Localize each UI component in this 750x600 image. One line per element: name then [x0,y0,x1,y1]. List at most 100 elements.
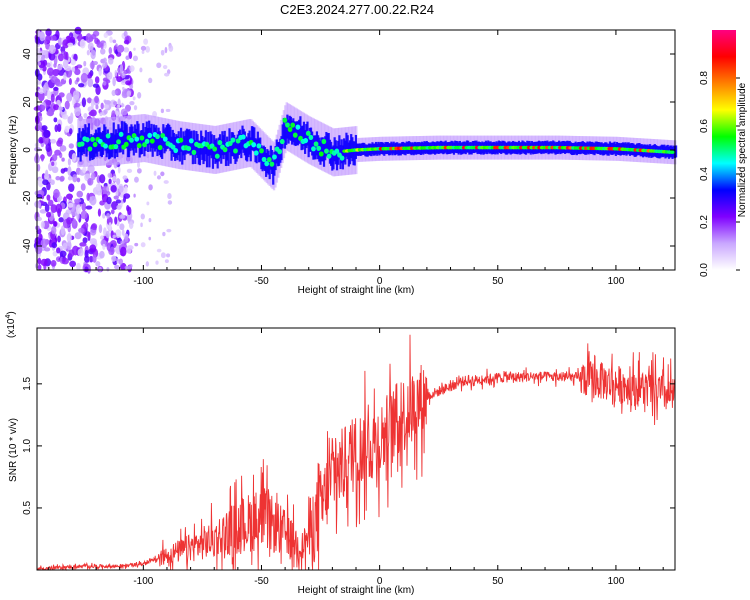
spectrogram-noise-mark [119,63,124,74]
spectrogram-noise-mark [70,112,74,122]
spectrogram-band-mark [94,129,98,154]
spectrogram-band-mark [104,126,107,151]
spectrogram-noise-mark [95,104,99,110]
spectrogram-noise-mark [82,166,87,174]
spectrogram-noise-mark [67,202,74,208]
spectrogram-band-mark [292,118,295,143]
spectrogram-core-mark [251,142,257,148]
spectrogram-core-mark [230,137,236,143]
spectrogram-band-mark [202,140,205,165]
spectrogram-noise-mark [168,44,174,52]
spectrogram-noise-mark [85,33,92,43]
spectrogram-noise-mark [113,264,120,270]
spectrogram-band-mark [182,131,185,156]
spectrogram-band-mark [252,126,255,151]
spectrogram-noise-mark [61,257,69,265]
spectrogram-core-mark [669,150,675,155]
spectrogram-band-mark [125,124,128,149]
spectrogram-core-mark [188,138,194,144]
spectrogram-noise-mark [99,112,103,117]
spectrogram-noise-mark [45,169,49,178]
spectrogram-band-mark [221,131,224,156]
spectrogram-noise-mark [116,204,122,210]
spectrogram-noise-mark [115,229,122,238]
colorbar-tick-label-0: 0.0 [699,263,710,277]
spectrogram-noise-mark [71,152,77,162]
spectrogram-band-mark [103,124,106,149]
spectrogram-core-mark [116,139,121,145]
spectrogram-band-mark [311,131,314,156]
spectrogram-band-mark [187,129,190,154]
spectrogram-core-mark [129,137,134,143]
spectrogram-noise-mark [124,185,128,194]
spectrogram-noise-mark [41,125,48,131]
spectrogram-core-mark [318,151,324,157]
spectrogram-noise-mark [116,104,121,109]
spectrogram-noise-mark [133,105,138,111]
spectrogram-ylabel: Frequency (Hz) [8,116,19,185]
spectrogram-band-mark [338,135,341,160]
figure-title: C2E3.2024.277.00.22.R24 [280,2,434,17]
spectrogram-core-mark [305,130,311,136]
spectrogram-band-mark [253,127,256,152]
spectrogram-band-mark [240,134,243,159]
spectrogram-band-mark [350,134,353,159]
spectrogram-noise-mark [55,81,63,87]
spectrogram-noise-mark [115,43,118,48]
spectrogram-band-mark [205,143,209,168]
spectrogram-core-mark [269,161,275,167]
spectrogram-noise-mark [87,77,94,88]
spectrogram-noise-mark [47,199,54,207]
spectrogram-noise-mark [102,243,106,250]
spectrogram-noise-mark [64,100,70,110]
spectrogram-band-mark [260,145,263,170]
spectrogram-band-mark [347,142,350,167]
spectrogram-noise-mark [105,230,110,239]
spectrogram-noise-mark [106,267,110,272]
spectrogram-ticks: -100 -50 0 50 100 -40 -20 0 20 40 [22,30,675,287]
spectrogram-noise-mark [129,101,135,106]
spectrogram-noise-mark [148,77,153,84]
spectrogram-core-mark [134,136,140,142]
spectrogram-noise-mark [46,194,51,201]
spectrogram-noise-mark [112,176,117,182]
spectrogram-band-mark [331,146,334,171]
spectrogram-noise-mark [55,175,61,181]
spectrogram-noise-mark [78,83,85,88]
spectrogram-core-mark [290,122,296,128]
spectrogram-noise-mark [50,75,58,84]
spectrogram-band-mark [228,128,231,153]
spectrogram-band-mark [83,129,86,154]
spectrogram-noise-mark [51,154,58,162]
spectrogram-core-mark [303,137,309,144]
spectrogram-noise-mark [111,89,116,97]
spectrogram-band-mark [139,130,142,155]
spectrogram-noise-mark [47,178,53,183]
spectrogram-xlabel: Height of straight line (km) [298,285,415,296]
spectrogram-noise-mark [164,72,170,77]
spectrogram-noise-mark [148,217,152,223]
spectrogram-noise-mark [140,213,145,220]
spectrogram-noise-mark [140,242,146,248]
snr-xtick-label-4: 100 [608,576,625,587]
spectrogram-noise-mark [108,72,113,77]
spectrogram-band-mark [283,124,287,149]
spectrogram-band-mark [218,134,222,159]
spectrogram-noise-mark [67,158,71,166]
spectrogram-noise-mark [43,129,51,138]
spectrogram-band-mark [335,146,339,171]
spectrogram-band-mark [257,138,261,163]
snr-ytick-label-1: 1.0 [22,439,33,453]
spectrogram-noise-mark [110,246,115,256]
spectrogram-noise-mark [114,216,118,225]
spectrogram-core-mark [84,137,90,143]
spectrogram-noise-mark [116,178,121,185]
spectrogram-band-mark [140,130,144,155]
spectrogram-band-mark [273,151,276,176]
spectrogram-noise-mark [60,168,66,174]
spectrogram-band-mark [200,130,203,155]
spectrogram-band-mark [198,141,202,166]
spectrogram-noise-mark [74,106,82,117]
spectrogram-noise-mark [103,103,109,110]
spectrogram-band-mark [144,126,147,151]
